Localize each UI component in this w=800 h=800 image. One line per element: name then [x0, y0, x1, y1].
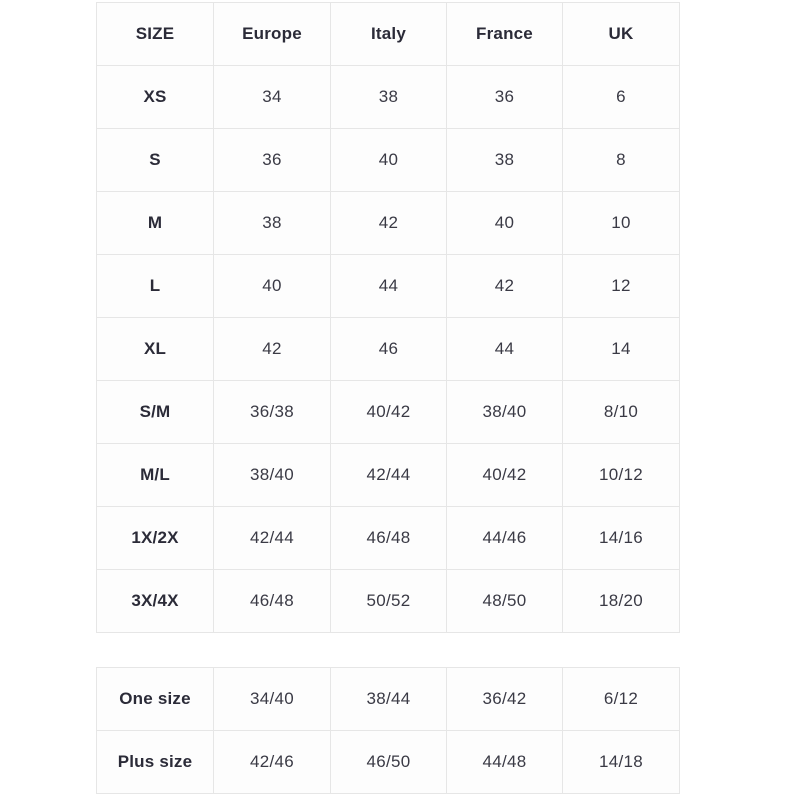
uk-value: 10	[562, 191, 680, 255]
italy-value: 46/50	[330, 730, 447, 794]
table-row: S/M 36/38 40/42 38/40 8/10	[96, 380, 680, 444]
uk-value: 6	[562, 65, 680, 129]
table-row: Plus size 42/46 46/50 44/48 14/18	[96, 730, 680, 794]
france-value: 42	[446, 254, 563, 318]
uk-value: 18/20	[562, 569, 680, 633]
france-value: 40/42	[446, 443, 563, 507]
size-label: S	[96, 128, 214, 192]
uk-value: 14/16	[562, 506, 680, 570]
france-value: 38	[446, 128, 563, 192]
table-row: M/L 38/40 42/44 40/42 10/12	[96, 443, 680, 507]
uk-value: 12	[562, 254, 680, 318]
france-value: 38/40	[446, 380, 563, 444]
europe-value: 42/44	[213, 506, 331, 570]
italy-value: 38/44	[330, 667, 447, 731]
column-header-italy: Italy	[330, 2, 447, 66]
header-row: SIZE Europe Italy France UK	[96, 2, 680, 66]
europe-value: 34/40	[213, 667, 331, 731]
france-value: 40	[446, 191, 563, 255]
table-row: One size 34/40 38/44 36/42 6/12	[96, 667, 680, 731]
italy-value: 50/52	[330, 569, 447, 633]
italy-value: 40/42	[330, 380, 447, 444]
italy-value: 42	[330, 191, 447, 255]
france-value: 44	[446, 317, 563, 381]
europe-value: 36/38	[213, 380, 331, 444]
table-row: 1X/2X 42/44 46/48 44/46 14/16	[96, 506, 680, 570]
size-label: M	[96, 191, 214, 255]
size-label: S/M	[96, 380, 214, 444]
france-value: 36	[446, 65, 563, 129]
size-label: One size	[96, 667, 214, 731]
france-value: 36/42	[446, 667, 563, 731]
table-row: 3X/4X 46/48 50/52 48/50 18/20	[96, 569, 680, 633]
size-label: 3X/4X	[96, 569, 214, 633]
italy-value: 46/48	[330, 506, 447, 570]
table-row: L 40 44 42 12	[96, 254, 680, 318]
size-label: M/L	[96, 443, 214, 507]
uk-value: 6/12	[562, 667, 680, 731]
france-value: 44/48	[446, 730, 563, 794]
column-header-uk: UK	[562, 2, 680, 66]
table-row: XS 34 38 36 6	[96, 65, 680, 129]
uk-value: 8/10	[562, 380, 680, 444]
table-body: One size 34/40 38/44 36/42 6/12 Plus siz…	[96, 667, 680, 794]
size-label: 1X/2X	[96, 506, 214, 570]
column-header-france: France	[446, 2, 563, 66]
europe-value: 36	[213, 128, 331, 192]
italy-value: 40	[330, 128, 447, 192]
uk-value: 10/12	[562, 443, 680, 507]
table-row: S 36 40 38 8	[96, 128, 680, 192]
uk-value: 8	[562, 128, 680, 192]
europe-value: 42/46	[213, 730, 331, 794]
europe-value: 46/48	[213, 569, 331, 633]
france-value: 44/46	[446, 506, 563, 570]
table-row: XL 42 46 44 14	[96, 317, 680, 381]
europe-value: 38/40	[213, 443, 331, 507]
size-label: L	[96, 254, 214, 318]
size-conversion-table: SIZE Europe Italy France UK XS 34 38 36 …	[96, 2, 680, 633]
italy-value: 46	[330, 317, 447, 381]
column-header-size: SIZE	[96, 2, 214, 66]
europe-value: 38	[213, 191, 331, 255]
uk-value: 14	[562, 317, 680, 381]
universal-size-table: One size 34/40 38/44 36/42 6/12 Plus siz…	[96, 667, 680, 794]
uk-value: 14/18	[562, 730, 680, 794]
italy-value: 42/44	[330, 443, 447, 507]
europe-value: 42	[213, 317, 331, 381]
table-header: SIZE Europe Italy France UK	[96, 2, 680, 66]
europe-value: 40	[213, 254, 331, 318]
table-row: M 38 42 40 10	[96, 191, 680, 255]
size-label: Plus size	[96, 730, 214, 794]
column-header-europe: Europe	[213, 2, 331, 66]
size-label: XS	[96, 65, 214, 129]
italy-value: 38	[330, 65, 447, 129]
table-body: XS 34 38 36 6 S 36 40 38 8 M 38 42 40 10	[96, 65, 680, 633]
italy-value: 44	[330, 254, 447, 318]
france-value: 48/50	[446, 569, 563, 633]
europe-value: 34	[213, 65, 331, 129]
size-label: XL	[96, 317, 214, 381]
